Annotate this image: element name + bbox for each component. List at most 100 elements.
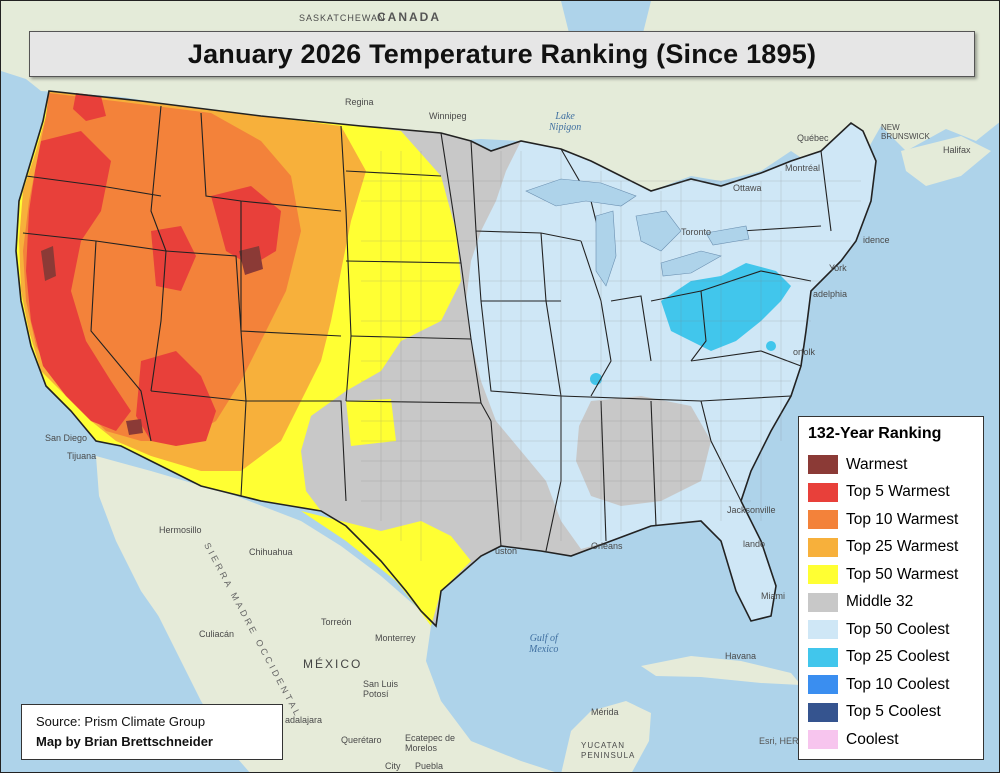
esri-attribution: Esri, HERE	[759, 736, 805, 746]
label-miami: Miami	[761, 591, 785, 601]
label-halifax: Halifax	[943, 145, 971, 155]
legend-swatch	[808, 620, 838, 640]
legend-swatch	[808, 592, 838, 612]
legend-label: Top 10 Coolest	[846, 675, 950, 693]
baja-land	[96, 456, 176, 631]
legend-item: Top 10 Warmest	[808, 506, 974, 534]
label-winnipeg: Winnipeg	[429, 111, 467, 121]
legend-swatch	[808, 730, 838, 750]
legend-item: Top 50 Coolest	[808, 616, 974, 644]
legend-swatch	[808, 537, 838, 557]
legend-label: Warmest	[846, 455, 908, 473]
region-top5-warmest-west	[26, 131, 131, 431]
label-orleans: Orleans	[591, 541, 623, 551]
legend-swatch	[808, 565, 838, 585]
label-philadelphia: adelphia	[813, 289, 848, 299]
legend-swatch	[808, 510, 838, 530]
label-quebec: Québec	[797, 133, 829, 143]
label-houston: uston	[495, 546, 518, 556]
label-new-brunswick: NEW BRUNSWICK	[881, 123, 930, 141]
region-warmest-sw	[126, 419, 143, 435]
legend: 132-Year Ranking Warmest Top 5 Warmest T…	[798, 416, 984, 760]
label-regina: Regina	[345, 97, 374, 107]
great-lakes	[525, 178, 750, 287]
label-ottawa: Ottawa	[733, 183, 762, 193]
label-culiacan: Culiacán	[199, 629, 235, 639]
region-top25-coolest	[661, 263, 791, 351]
legend-item: Top 5 Warmest	[808, 479, 974, 507]
label-guadalajara: adalajara	[285, 715, 323, 725]
maritimes-land	[901, 136, 991, 186]
cuba-land	[641, 656, 801, 685]
legend-swatch	[808, 455, 838, 475]
region-top50-warmest-texas	[301, 511, 471, 626]
label-chihuahua: Chihuahua	[249, 547, 293, 557]
map-title: January 2026 Temperature Ranking (Since …	[187, 38, 817, 69]
region-top25-coolest-va	[766, 341, 776, 351]
label-orlando: lando	[743, 539, 766, 549]
label-norfolk: orfolk	[793, 347, 816, 357]
label-monterrey: Monterrey	[375, 633, 416, 643]
source-box: Source: Prism Climate Group Map by Brian…	[21, 704, 283, 760]
legend-label: Top 50 Coolest	[846, 620, 950, 638]
legend-swatch	[808, 647, 838, 667]
label-merida: Mérida	[591, 707, 619, 717]
label-jacksonville: Jacksonville	[727, 505, 776, 515]
label-canada: CANADA	[377, 10, 441, 24]
label-havana: Havana	[725, 651, 757, 661]
region-top5-warmest-az	[136, 351, 216, 446]
lake-superior	[525, 178, 637, 207]
region-top50-warmest-nm	[346, 399, 396, 446]
legend-item: Top 10 Coolest	[808, 671, 974, 699]
legend-item: Top 25 Warmest	[808, 534, 974, 562]
legend-item: Top 25 Coolest	[808, 644, 974, 672]
legend-item: Top 5 Coolest	[808, 699, 974, 727]
legend-item: Coolest	[808, 726, 974, 754]
legend-item: Middle 32	[808, 589, 974, 617]
label-lake-nipigon: Lake Nipigon	[549, 111, 582, 133]
label-saskatchewan: SASKATCHEWAN	[299, 13, 386, 23]
label-san-luis-potosi: San Luis Potosí	[363, 679, 399, 699]
legend-label: Top 5 Coolest	[846, 703, 941, 721]
label-gulf-of-mexico: Gulf of Mexico	[529, 633, 559, 655]
legend-item: Top 50 Warmest	[808, 561, 974, 589]
region-middle32-southeast	[576, 396, 711, 506]
legend-title: 132-Year Ranking	[808, 425, 942, 442]
label-torreon: Torreón	[321, 617, 352, 627]
legend-label: Top 25 Coolest	[846, 648, 950, 666]
lake-ontario	[705, 225, 750, 246]
label-queretaro: Querétaro	[341, 735, 382, 745]
legend-label: Top 10 Warmest	[846, 510, 959, 528]
region-top5-warmest-wa	[73, 93, 106, 121]
label-san-diego: San Diego	[45, 433, 88, 443]
yucatan-land	[561, 701, 651, 772]
legend-label: Coolest	[846, 730, 899, 748]
legend-swatch	[808, 482, 838, 502]
author-credit: Map by Brian Brettschneider	[36, 734, 213, 749]
lake-erie	[660, 250, 722, 277]
source-credit: Source: Prism Climate Group	[36, 714, 206, 729]
lake-michigan	[595, 210, 617, 287]
legend-label: Top 25 Warmest	[846, 538, 959, 556]
label-mexico-city: City	[385, 761, 401, 771]
label-hermosillo: Hermosillo	[159, 525, 202, 535]
legend-swatch	[808, 675, 838, 695]
label-tijuana: Tijuana	[67, 451, 97, 461]
label-ecatepec: Ecatepec de Morelos	[405, 733, 456, 753]
region-warmest-ca	[41, 246, 56, 281]
label-montreal: Montréal	[785, 163, 821, 173]
region-top50-coolest	[466, 123, 876, 621]
label-yucatan: YUCATAN PENINSULA	[581, 741, 636, 760]
legend-item: Warmest	[808, 451, 974, 479]
label-toronto: Toronto	[681, 227, 712, 237]
mexico-land	[96, 456, 555, 772]
legend-label: Top 50 Warmest	[846, 565, 959, 583]
legend-swatch	[808, 702, 838, 722]
lake-huron	[635, 210, 682, 252]
label-providence: idence	[863, 235, 890, 245]
label-puebla: Puebla	[415, 761, 444, 771]
region-top5-warmest-wy	[211, 186, 281, 266]
map-title-box: January 2026 Temperature Ranking (Since …	[29, 31, 975, 77]
